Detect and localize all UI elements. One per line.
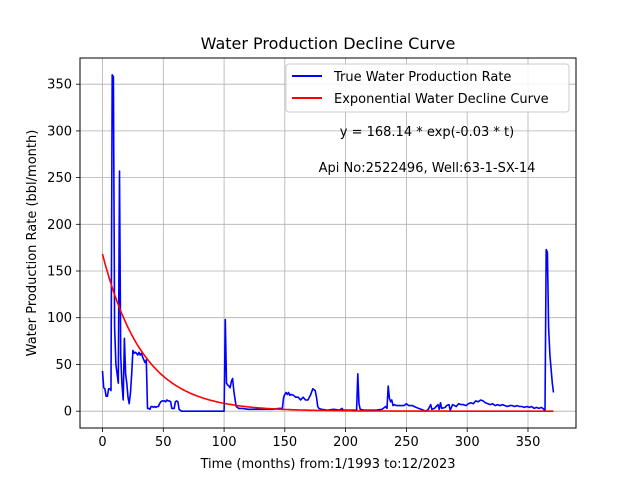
y-tick-label: 100 — [47, 311, 72, 326]
series-layer — [101, 74, 555, 412]
x-tick-label: 150 — [272, 435, 297, 450]
legend-box — [285, 63, 570, 113]
x-tick-label: 300 — [455, 435, 480, 450]
x-tick-label: 50 — [155, 435, 172, 450]
y-tick-label: 350 — [47, 78, 72, 93]
y-tick-label: 250 — [47, 171, 72, 186]
x-tick-label: 350 — [516, 435, 541, 450]
plot-frame — [79, 57, 577, 429]
plot-area — [80, 58, 576, 428]
x-tick-label: 100 — [212, 435, 237, 450]
y-tick-label: 150 — [47, 265, 72, 280]
exponential-decline-curve-line — [101, 253, 554, 412]
true-water-production-line — [101, 74, 555, 412]
well-annotation: Api No:2522496, Well:63-1-SX-14 — [319, 161, 536, 176]
ticks: 0 50 100 150 200 250 300 350 0 50 100 150 200 250 300 3… — [47, 78, 540, 450]
x-tick-label: 200 — [333, 435, 358, 450]
legend: True Water Production Rate Exponential W… — [285, 63, 570, 113]
x-axis-label: Time (months) from:1/1993 to:12/2023 — [199, 457, 455, 472]
y-tick-label: 200 — [47, 218, 72, 233]
x-tick-label: 0 — [98, 435, 106, 450]
y-tick-label: 0 — [64, 405, 72, 420]
chart-title: Water Production Decline Curve — [201, 34, 456, 53]
legend-label-true-rate: True Water Production Rate — [333, 70, 511, 85]
legend-label-decline-curve: Exponential Water Decline Curve — [334, 92, 549, 107]
y-tick-label: 300 — [47, 124, 72, 139]
grid — [80, 58, 576, 428]
y-axis-label: Water Production Rate (bbl/month) — [25, 130, 40, 357]
y-tick-label: 50 — [55, 358, 72, 373]
equation-annotation: y = 168.14 * exp(-0.03 * t) — [340, 125, 514, 140]
x-tick-label: 250 — [394, 435, 419, 450]
